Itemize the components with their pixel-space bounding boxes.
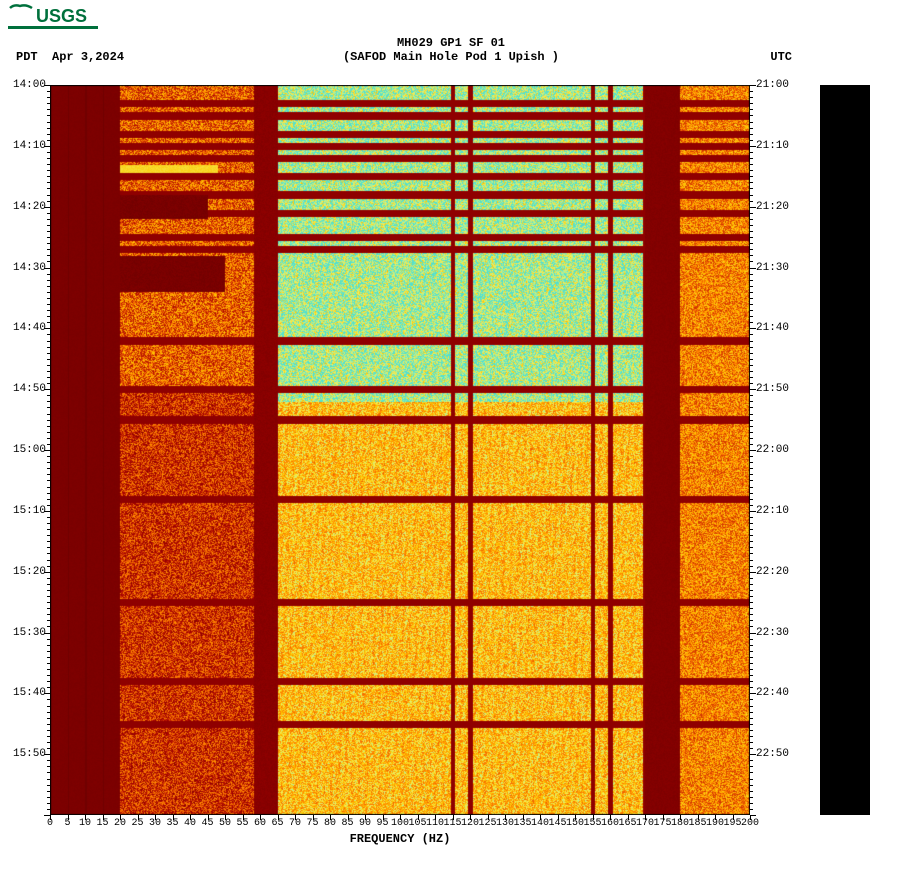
chart-title: MH029 GP1 SF 01 (SAFOD Main Hole Pod 1 U…: [0, 36, 902, 64]
spectrogram-plot: [50, 85, 750, 815]
colorbar: [820, 85, 870, 815]
x-axis-labels: 0510152025303540455055606570758085909510…: [50, 818, 750, 832]
y-axis-left-labels: 14:0014:1014:2014:3014:4014:5015:0015:10…: [10, 85, 48, 815]
title-line2: (SAFOD Main Hole Pod 1 Upish ): [0, 50, 902, 64]
right-timezone: UTC: [770, 50, 792, 64]
title-line1: MH029 GP1 SF 01: [0, 36, 902, 50]
y-axis-right-labels: 21:0021:1021:2021:3021:4021:5022:0022:10…: [752, 85, 792, 815]
spectrogram-canvas: [50, 85, 750, 815]
usgs-logo: USGS: [8, 4, 100, 37]
left-timezone: PDT Apr 3,2024: [16, 50, 124, 64]
ticks-right: [750, 85, 755, 815]
svg-text:USGS: USGS: [36, 6, 87, 26]
x-axis-title: FREQUENCY (HZ): [50, 832, 750, 846]
ticks-left: [45, 85, 50, 815]
